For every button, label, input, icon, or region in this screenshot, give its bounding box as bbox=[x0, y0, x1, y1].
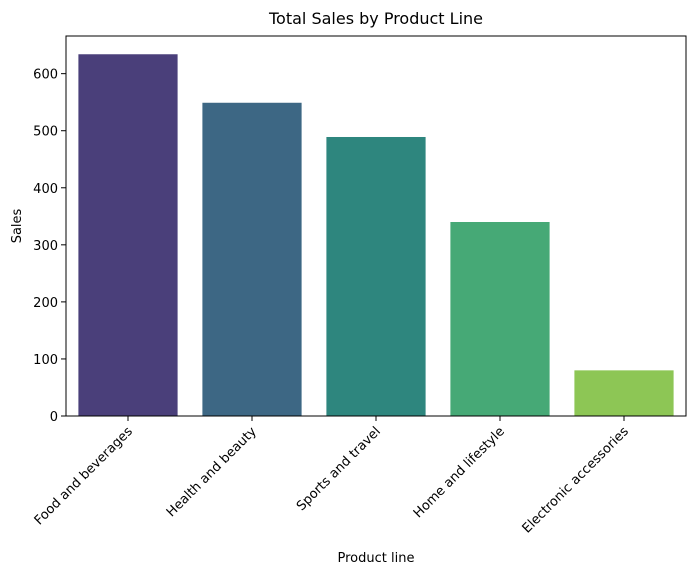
x-tick-label: Food and beverages bbox=[32, 424, 136, 528]
y-axis-title: Sales bbox=[10, 208, 25, 243]
bar-sports-and-travel bbox=[326, 136, 426, 416]
x-tick-label: Sports and travel bbox=[294, 424, 384, 514]
y-tick-label: 500 bbox=[33, 125, 58, 140]
y-tick-label: 100 bbox=[33, 353, 58, 368]
x-tick-label: Electronic accessories bbox=[520, 424, 632, 536]
x-tick-label: Home and lifestyle bbox=[411, 424, 508, 521]
y-tick-label: 0 bbox=[50, 410, 58, 425]
bar-electronic-accessories bbox=[574, 370, 674, 416]
bar-food-and-beverages bbox=[78, 54, 178, 416]
bars-group bbox=[78, 54, 674, 416]
x-axis-title: Product line bbox=[338, 551, 415, 566]
y-tick-label: 600 bbox=[33, 68, 58, 83]
y-tick-label: 400 bbox=[33, 182, 58, 197]
y-axis: 0 100 200 300 400 500 600 bbox=[33, 68, 66, 425]
chart-title: Total Sales by Product Line bbox=[268, 9, 483, 28]
y-tick-label: 300 bbox=[33, 239, 58, 254]
bar-home-and-lifestyle bbox=[450, 222, 550, 416]
x-axis: Food and beverages Health and beauty Sport… bbox=[32, 416, 632, 536]
plot-frame bbox=[65, 35, 687, 417]
bar-health-and-beauty bbox=[202, 102, 302, 416]
x-tick-label: Health and beauty bbox=[164, 424, 260, 520]
y-tick-label: 200 bbox=[33, 296, 58, 311]
